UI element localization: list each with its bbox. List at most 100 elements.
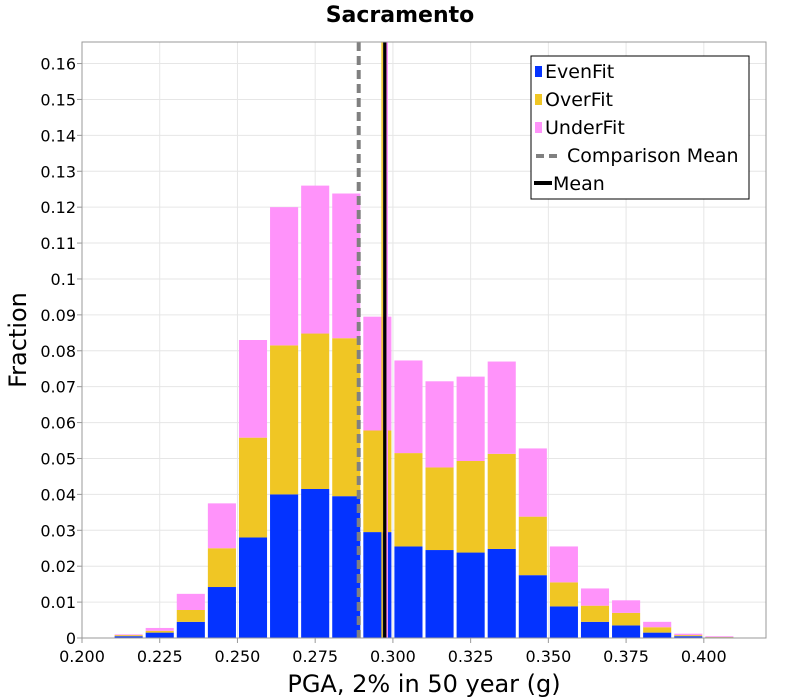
- bar-evenfit: [518, 575, 547, 638]
- x-tick-label: 0.200: [59, 647, 105, 666]
- bar-overfit: [394, 453, 423, 547]
- y-tick-label: 0.12: [40, 198, 76, 217]
- legend-swatch-overfit: [535, 94, 542, 105]
- y-tick-label: 0.06: [40, 414, 76, 433]
- x-axis-label: PGA, 2% in 50 year (g): [287, 670, 560, 698]
- x-tick-label: 0.350: [525, 647, 571, 666]
- y-tick-label: 0.1: [51, 270, 76, 289]
- mean-lines: [356, 42, 388, 638]
- y-tick-label: 0.05: [40, 449, 76, 468]
- bar-evenfit: [394, 546, 423, 638]
- x-tick-label: 0.250: [215, 647, 261, 666]
- bar-evenfit: [176, 621, 205, 638]
- bar-underfit: [238, 340, 268, 438]
- bar-overfit: [425, 467, 454, 551]
- y-tick-label: 0.11: [40, 234, 76, 253]
- y-axis-ticks: 0 0.01 0.02 0.03 0.04 0.05 0.06 0.07 0.08 0.09 0.1…: [40, 55, 82, 648]
- bar-overfit: [580, 605, 610, 622]
- plot-frame: [81, 41, 767, 639]
- bar-underfit: [612, 600, 641, 613]
- legend: EvenFit OverFit UnderFit Comparison Mean…: [530, 55, 750, 200]
- bar-overfit: [238, 437, 268, 538]
- bar-overfit: [518, 516, 547, 576]
- y-tick-label: 0.15: [40, 90, 76, 109]
- bar-underfit: [705, 636, 734, 637]
- y-tick-label: 0.14: [40, 126, 76, 145]
- y-tick-label: 0: [66, 629, 76, 648]
- bar-evenfit: [612, 625, 641, 638]
- chart-title: Sacramento: [326, 3, 475, 28]
- x-tick-label: 0.400: [681, 647, 727, 666]
- bar-overfit: [176, 609, 205, 622]
- bar-overfit: [674, 635, 703, 637]
- y-tick-label: 0.08: [40, 342, 76, 361]
- bar-overfit: [549, 582, 578, 607]
- legend-label-mean: Mean: [553, 173, 605, 195]
- bar-overfit: [487, 453, 516, 549]
- bar-evenfit: [270, 494, 299, 638]
- bar-underfit: [549, 546, 578, 583]
- bar-underfit: [487, 361, 516, 454]
- x-tick-label: 0.325: [448, 647, 494, 666]
- legend-label-overfit: OverFit: [545, 89, 613, 111]
- bar-evenfit: [549, 606, 578, 638]
- x-tick-label: 0.275: [292, 647, 338, 666]
- x-tick-label: 0.375: [603, 647, 649, 666]
- bar-underfit: [114, 634, 143, 636]
- legend-label-comparison-mean: Comparison Mean: [567, 145, 739, 167]
- bar-overfit: [643, 627, 672, 633]
- bar-underfit: [518, 448, 547, 517]
- bar-evenfit: [580, 621, 610, 638]
- legend-label-evenfit: EvenFit: [545, 61, 614, 83]
- bar-underfit: [176, 593, 205, 610]
- y-tick-label: 0.13: [40, 162, 76, 181]
- bar-overfit: [332, 338, 361, 497]
- bar-underfit: [332, 193, 361, 339]
- legend-swatch-evenfit: [535, 66, 542, 77]
- bar-evenfit: [456, 552, 485, 638]
- bar-overfit: [207, 548, 236, 588]
- bar-evenfit: [425, 550, 454, 638]
- legend-label-underfit: UnderFit: [545, 117, 625, 139]
- y-tick-label: 0.03: [40, 521, 76, 540]
- bar-evenfit: [643, 632, 672, 638]
- x-tick-label: 0.300: [370, 647, 416, 666]
- y-tick-label: 0.16: [40, 55, 76, 74]
- x-tick-label: 0.225: [137, 647, 183, 666]
- bar-evenfit: [332, 496, 361, 638]
- bar-overfit: [612, 612, 641, 626]
- bar-evenfit: [674, 636, 703, 638]
- bar-underfit: [580, 588, 610, 606]
- bar-overfit: [270, 345, 299, 495]
- bar-underfit: [425, 381, 454, 468]
- y-axis-label: Fraction: [4, 292, 32, 388]
- bar-underfit: [394, 360, 423, 454]
- bar-overfit: [114, 635, 143, 637]
- y-tick-label: 0.02: [40, 557, 76, 576]
- bar-underfit: [301, 185, 330, 334]
- bar-overfit: [456, 460, 485, 553]
- legend-swatch-underfit: [535, 122, 542, 133]
- bars: [114, 185, 734, 638]
- bar-underfit: [145, 627, 174, 631]
- bar-evenfit: [238, 537, 268, 638]
- y-tick-label: 0.01: [40, 593, 76, 612]
- legend-box: [530, 55, 750, 200]
- bar-overfit: [301, 333, 330, 489]
- bar-evenfit: [487, 548, 516, 638]
- y-tick-label: 0.09: [40, 306, 76, 325]
- bar-underfit: [674, 633, 703, 636]
- bar-underfit: [270, 207, 299, 346]
- y-tick-label: 0.04: [40, 485, 76, 504]
- bar-overfit: [145, 630, 174, 633]
- bar-evenfit: [145, 632, 174, 638]
- bar-evenfit: [301, 489, 330, 638]
- bar-underfit: [643, 621, 672, 628]
- bar-evenfit: [207, 587, 236, 638]
- bar-underfit: [207, 503, 236, 549]
- y-tick-label: 0.07: [40, 378, 76, 397]
- x-axis-ticks: 0.200 0.225 0.250 0.275 0.300 0.325 0.350 0.375…: [59, 638, 727, 666]
- bar-underfit: [456, 376, 485, 461]
- bar-evenfit: [114, 636, 143, 638]
